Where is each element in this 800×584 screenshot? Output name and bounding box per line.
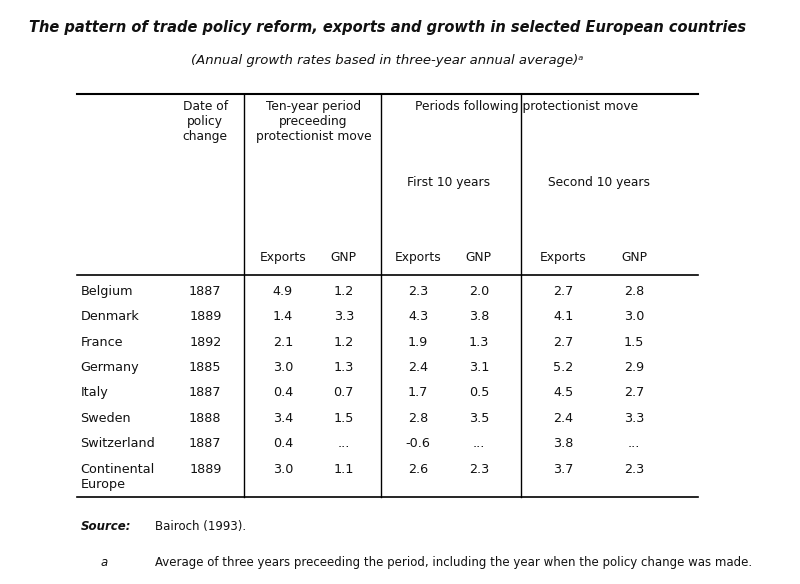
Text: France: France xyxy=(80,336,123,349)
Text: 4.9: 4.9 xyxy=(273,285,293,298)
Text: 1.2: 1.2 xyxy=(334,336,354,349)
Text: Switzerland: Switzerland xyxy=(80,437,155,450)
Text: Exports: Exports xyxy=(394,251,442,265)
Text: First 10 years: First 10 years xyxy=(407,176,490,189)
Text: 1.3: 1.3 xyxy=(334,361,354,374)
Text: 4.5: 4.5 xyxy=(553,387,574,399)
Text: Exports: Exports xyxy=(260,251,306,265)
Text: 3.7: 3.7 xyxy=(553,463,574,475)
Text: 3.8: 3.8 xyxy=(469,310,489,324)
Text: 1888: 1888 xyxy=(189,412,222,425)
Text: 2.6: 2.6 xyxy=(408,463,428,475)
Text: 3.4: 3.4 xyxy=(273,412,293,425)
Text: 1.3: 1.3 xyxy=(469,336,489,349)
Text: Source:: Source: xyxy=(80,520,131,533)
Text: ...: ... xyxy=(628,437,640,450)
Text: 0.4: 0.4 xyxy=(273,437,293,450)
Text: ...: ... xyxy=(473,437,485,450)
Text: GNP: GNP xyxy=(622,251,647,265)
Text: 1.1: 1.1 xyxy=(334,463,354,475)
Text: 3.0: 3.0 xyxy=(273,463,293,475)
Text: 5.2: 5.2 xyxy=(553,361,574,374)
Text: 2.4: 2.4 xyxy=(554,412,574,425)
Text: 1.7: 1.7 xyxy=(408,387,428,399)
Text: Continental
Europe: Continental Europe xyxy=(80,463,154,491)
Text: 3.0: 3.0 xyxy=(273,361,293,374)
Text: 2.1: 2.1 xyxy=(273,336,293,349)
Text: 1.9: 1.9 xyxy=(408,336,428,349)
Text: 2.7: 2.7 xyxy=(624,387,644,399)
Text: Date of
policy
change: Date of policy change xyxy=(182,100,228,143)
Text: 1885: 1885 xyxy=(189,361,222,374)
Text: Exports: Exports xyxy=(540,251,586,265)
Text: Ten-year period
preceeding
protectionist move: Ten-year period preceeding protectionist… xyxy=(255,100,371,143)
Text: 3.1: 3.1 xyxy=(469,361,489,374)
Text: 2.4: 2.4 xyxy=(408,361,428,374)
Text: Belgium: Belgium xyxy=(80,285,133,298)
Text: 1887: 1887 xyxy=(189,387,222,399)
Text: Average of three years preceeding the period, including the year when the policy: Average of three years preceeding the pe… xyxy=(154,556,752,569)
Text: Second 10 years: Second 10 years xyxy=(548,176,650,189)
Text: 1.2: 1.2 xyxy=(334,285,354,298)
Text: 1.4: 1.4 xyxy=(273,310,293,324)
Text: GNP: GNP xyxy=(330,251,357,265)
Text: 3.0: 3.0 xyxy=(624,310,644,324)
Text: 1887: 1887 xyxy=(189,285,222,298)
Text: 1.5: 1.5 xyxy=(624,336,644,349)
Text: 2.7: 2.7 xyxy=(553,336,574,349)
Text: Periods following protectionist move: Periods following protectionist move xyxy=(414,100,638,113)
Text: 1892: 1892 xyxy=(189,336,222,349)
Text: The pattern of trade policy reform, exports and growth in selected European coun: The pattern of trade policy reform, expo… xyxy=(29,20,746,35)
Text: 2.3: 2.3 xyxy=(408,285,428,298)
Text: -0.6: -0.6 xyxy=(406,437,430,450)
Text: 3.5: 3.5 xyxy=(469,412,489,425)
Text: 1887: 1887 xyxy=(189,437,222,450)
Text: 0.7: 0.7 xyxy=(334,387,354,399)
Text: 1.5: 1.5 xyxy=(334,412,354,425)
Text: 4.3: 4.3 xyxy=(408,310,428,324)
Text: Italy: Italy xyxy=(80,387,108,399)
Text: a: a xyxy=(101,556,108,569)
Text: 2.7: 2.7 xyxy=(553,285,574,298)
Text: GNP: GNP xyxy=(466,251,492,265)
Text: 3.3: 3.3 xyxy=(334,310,354,324)
Text: 3.3: 3.3 xyxy=(624,412,644,425)
Text: 2.9: 2.9 xyxy=(624,361,644,374)
Text: 2.3: 2.3 xyxy=(624,463,644,475)
Text: 2.8: 2.8 xyxy=(408,412,428,425)
Text: Sweden: Sweden xyxy=(80,412,131,425)
Text: 2.0: 2.0 xyxy=(469,285,489,298)
Text: 3.8: 3.8 xyxy=(553,437,574,450)
Text: 4.1: 4.1 xyxy=(553,310,574,324)
Text: 2.3: 2.3 xyxy=(469,463,489,475)
Text: Germany: Germany xyxy=(80,361,139,374)
Text: Denmark: Denmark xyxy=(80,310,139,324)
Text: 0.5: 0.5 xyxy=(469,387,489,399)
Text: (Annual growth rates based in three-year annual average)ᵃ: (Annual growth rates based in three-year… xyxy=(191,54,584,67)
Text: Bairoch (1993).: Bairoch (1993). xyxy=(154,520,246,533)
Text: 2.8: 2.8 xyxy=(624,285,644,298)
Text: ...: ... xyxy=(338,437,350,450)
Text: 1889: 1889 xyxy=(189,310,222,324)
Text: 1889: 1889 xyxy=(189,463,222,475)
Text: 0.4: 0.4 xyxy=(273,387,293,399)
